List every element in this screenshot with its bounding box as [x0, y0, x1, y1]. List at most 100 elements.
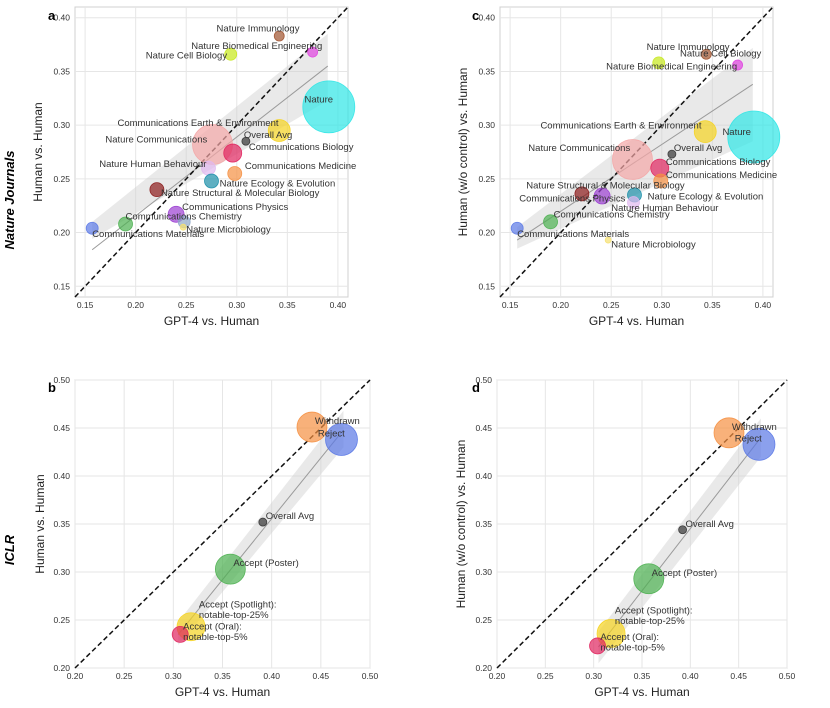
point-label: Nature Cell Biology: [146, 51, 228, 62]
point-label: Reject: [318, 429, 345, 440]
data-point: [604, 236, 612, 244]
data-point: [667, 149, 677, 159]
y-axis-label: Human (w/o control) vs. Human: [456, 68, 470, 237]
data-point: [273, 30, 285, 42]
point-label: Nature Ecology & Evolution: [648, 191, 764, 202]
point-label: Nature Immunology: [217, 24, 300, 35]
x-tick-label: 0.15: [502, 300, 519, 310]
point-label: notable-top-5%: [600, 643, 665, 654]
x-tick-label: 0.30: [229, 300, 246, 310]
point-label: Nature Biomedical Engineering: [191, 41, 322, 52]
row-title-nature-journals: Nature Journals: [2, 151, 17, 250]
point-label: Nature Ecology & Evolution: [220, 178, 336, 189]
point-label: Communications Earth & Environment: [117, 118, 278, 129]
data-point: [227, 166, 243, 181]
data-point: [325, 423, 358, 456]
point-label: Nature: [305, 95, 334, 106]
data-point: [612, 139, 653, 180]
y-tick-label: 0.15: [53, 281, 70, 291]
data-point: [149, 182, 165, 197]
x-tick-label: 0.30: [165, 671, 182, 681]
point-label: Overall Avg: [686, 519, 734, 530]
point-label: Nature Immunology: [647, 42, 730, 53]
data-point: [693, 120, 717, 143]
panel-c: 0.15 0.20 0.25 0.30 0.35 0.40 0.15 0.20 0.25 0.30…: [456, 6, 781, 328]
point-label: Nature Microbiology: [611, 240, 696, 251]
identity-line: [74, 6, 349, 298]
data-point: [727, 110, 781, 164]
y-tick-label: 0.35: [53, 519, 70, 529]
point-label: notable-top-5%: [183, 632, 248, 643]
y-tick-label: 0.25: [53, 174, 70, 184]
data-point: [589, 637, 606, 655]
data-point: [700, 48, 712, 60]
regression-line: [598, 437, 762, 648]
x-tick-label: 0.35: [634, 671, 651, 681]
point-label: Accept (Poster): [652, 568, 717, 579]
identity-line: [499, 6, 774, 298]
x-tick-label: 0.25: [603, 300, 620, 310]
x-tick-label: 0.25: [537, 671, 554, 681]
x-tick-label: 0.40: [330, 300, 347, 310]
panel-letter: d: [472, 380, 480, 395]
point-label: Accept (Spotlight):: [199, 600, 277, 611]
y-tick-label: 0.15: [478, 281, 495, 291]
point-label: Nature Structural & Molecular Biology: [161, 188, 320, 199]
point-label: Nature Human Behaviour: [99, 159, 206, 170]
regression-line: [177, 429, 344, 635]
x-tick-label: 0.30: [654, 300, 671, 310]
y-tick-label: 0.25: [53, 615, 70, 625]
point-label: Communications Medicine: [666, 170, 777, 181]
point-label: Communications Medicine: [245, 161, 356, 172]
point-label: Communications Chemistry: [126, 212, 242, 223]
data-point: [179, 223, 187, 231]
data-point: [732, 59, 744, 71]
data-point: [678, 525, 687, 535]
point-label: notable-top-25%: [615, 616, 685, 627]
data-point: [302, 80, 356, 134]
y-tick-label: 0.20: [53, 228, 70, 238]
x-tick-label: 0.25: [178, 300, 195, 310]
y-tick-label: 0.45: [475, 423, 492, 433]
point-label: Accept (Poster): [233, 558, 298, 569]
y-tick-label: 0.20: [475, 663, 492, 673]
y-axis-label: Human (w/o control) vs. Human: [454, 440, 468, 609]
x-tick-label: 0.20: [127, 300, 144, 310]
point-label: Communications Biology: [666, 157, 771, 168]
data-point: [307, 46, 319, 58]
x-tick-label: 0.40: [755, 300, 772, 310]
identity-line: [74, 379, 371, 669]
point-label: Communications Materials: [92, 229, 204, 240]
data-point: [510, 221, 524, 235]
data-point: [652, 56, 666, 70]
row-title-iclr: ICLR: [2, 534, 17, 565]
panel-a: 0.15 0.20 0.25 0.30 0.35 0.40 0.15 0.20 0.25 0.30…: [31, 6, 356, 328]
x-tick-label: 0.45: [730, 671, 747, 681]
y-tick-label: 0.25: [478, 174, 495, 184]
x-tick-label: 0.20: [489, 671, 506, 681]
data-point: [224, 47, 238, 61]
data-point: [258, 517, 268, 527]
y-tick-label: 0.25: [475, 615, 492, 625]
y-tick-label: 0.30: [478, 120, 495, 130]
x-tick-label: 0.25: [116, 671, 133, 681]
x-tick-label: 0.40: [263, 671, 280, 681]
y-tick-label: 0.30: [53, 567, 70, 577]
y-tick-label: 0.40: [53, 13, 70, 23]
y-tick-label: 0.35: [475, 519, 492, 529]
x-axis-label: GPT-4 vs. Human: [594, 685, 689, 699]
x-tick-label: 0.15: [77, 300, 94, 310]
x-tick-label: 0.20: [67, 671, 84, 681]
data-point: [241, 136, 251, 146]
x-tick-label: 0.35: [214, 671, 231, 681]
point-label: Nature Cell Biology: [680, 48, 762, 59]
x-tick-label: 0.50: [779, 671, 796, 681]
y-tick-label: 0.40: [478, 13, 495, 23]
data-point: [223, 143, 243, 163]
x-axis-label: GPT-4 vs. Human: [175, 685, 270, 699]
y-tick-label: 0.20: [53, 663, 70, 673]
data-point: [204, 173, 219, 189]
confidence-band: [598, 418, 761, 664]
point-label: Nature Communications: [105, 134, 207, 145]
confidence-band: [178, 410, 344, 645]
